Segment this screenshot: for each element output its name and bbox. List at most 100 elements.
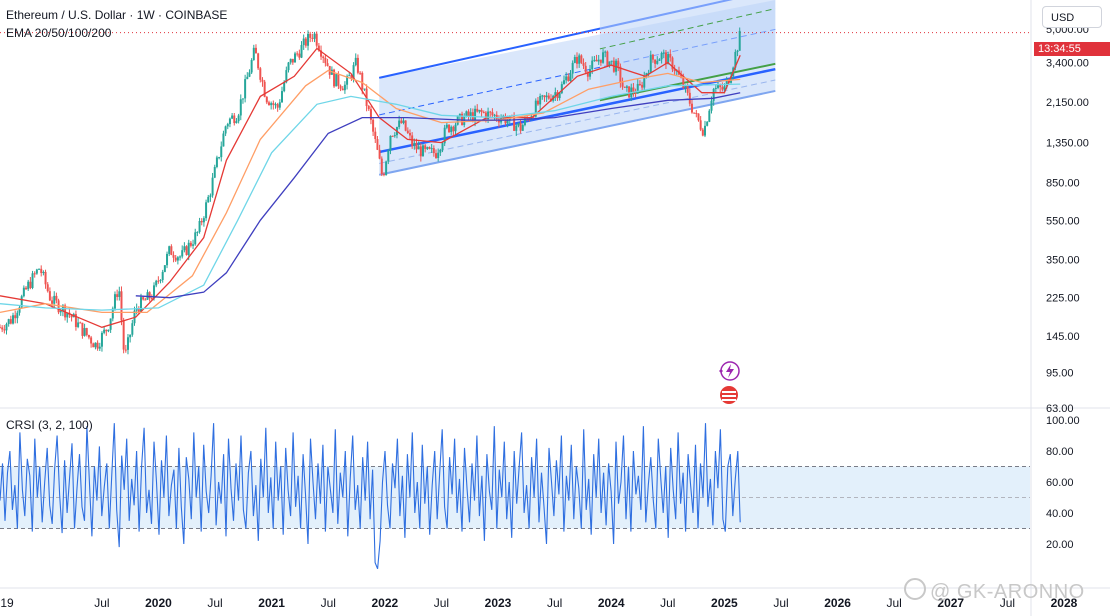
candle-body [324,57,327,64]
time-tick-label: 2026 [824,596,851,610]
price-tick-label: 550.00 [1046,215,1080,227]
candle-body [725,79,728,87]
candle-body [274,104,277,106]
candle-body [287,62,290,71]
candle-body [74,314,77,327]
lightning-event-icon[interactable] [719,361,740,381]
candle-body [458,113,461,117]
time-tick-label: 2022 [371,596,398,610]
candle-body [567,76,570,81]
candle-body [33,273,36,275]
candle-body [380,158,383,175]
candle-body [22,287,25,297]
candle-body [591,60,594,70]
candle-body [571,62,574,74]
candle-body [634,92,637,94]
currency-button[interactable]: USD [1042,6,1102,28]
rsi-tick-label: 80.00 [1046,446,1074,458]
candle-body [441,143,444,150]
candle-body [415,143,418,150]
candle-body [42,271,45,274]
rsi-tick-label: 100.00 [1046,415,1080,427]
candle-body [684,85,687,88]
rsi-title[interactable]: CRSI (3, 2, 100) [6,418,93,432]
time-tick-label: 2023 [485,596,512,610]
candle-body [142,297,145,300]
candle-body [55,295,58,301]
candle-body [673,69,676,71]
candle-body [276,104,279,108]
candle-body [294,53,297,63]
channel-quarter-line [379,79,776,164]
candle-body [406,130,409,134]
candle-body [580,55,583,63]
candle-body [621,82,624,87]
candle-body [686,85,689,93]
candle-body [560,84,563,94]
candle-body [265,96,268,103]
candle-body [29,281,32,288]
candle-body [543,95,546,98]
candle-body [354,57,357,66]
candle-body [161,271,164,280]
countdown-price-tag: 13:34:55 [1034,42,1110,56]
candle-body [521,125,524,131]
candle-body [424,145,427,149]
time-tick-label: 2021 [258,596,285,610]
candle-body [667,54,670,65]
candle-body [174,257,177,261]
candle-body [565,76,568,81]
indicator-legend[interactable]: EMA 20/50/100/200 [6,26,112,40]
time-tick-label: Jul [773,596,788,610]
candle-body [209,195,212,197]
candle-body [413,143,416,146]
candle-body [124,349,127,351]
time-tick-label: 2025 [711,596,738,610]
candle-body [497,119,500,123]
candle-body [298,53,301,58]
candle-body [428,147,431,149]
candle-body [738,30,741,51]
candle-body [317,45,320,51]
candle-body [437,152,440,159]
time-tick-label: 2027 [937,596,964,610]
candle-body [77,322,80,327]
green-channel-mid [599,8,776,50]
candle-body [12,315,15,324]
candle-body [602,52,605,63]
time-tick-label: 2020 [145,596,172,610]
watermark: @ GK-ARONNO [904,578,1085,604]
candle-body [586,72,589,77]
price-tick-label: 3,400.00 [1046,58,1089,70]
candle-body [96,342,99,349]
candle-body [27,281,30,290]
candle-body [536,100,539,105]
candle-body [717,84,720,88]
candle-body [517,123,520,126]
candle-body [59,311,62,313]
candle-body [578,55,581,64]
candle-body [545,95,548,98]
candle-body [185,246,188,255]
candle-body [645,73,648,77]
candle-body [7,319,10,325]
candle-body [610,60,613,62]
candle-body [196,231,199,233]
candle-body [46,284,49,292]
candle-body [315,33,318,46]
candle-body [664,52,667,65]
candle-body [254,47,257,54]
candle-body [703,125,706,136]
us-flag-event-icon[interactable] [720,386,738,404]
candle-body [361,72,364,90]
candle-body [129,334,132,338]
event-icons[interactable] [719,361,740,404]
candle-body [25,287,28,290]
candle-body [116,294,119,297]
candle-body [617,60,620,67]
candle-body [176,257,179,261]
candle-body [335,74,338,87]
price-tick-label: 225.00 [1046,293,1080,305]
price-tick-label: 1,350.00 [1046,138,1089,150]
